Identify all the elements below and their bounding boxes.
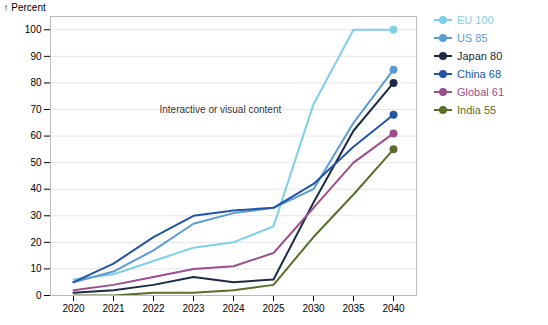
svg-text:2022: 2022 (142, 303, 165, 314)
svg-text:2040: 2040 (382, 303, 405, 314)
svg-text:2030: 2030 (302, 303, 325, 314)
svg-text:Interactive or visual content: Interactive or visual content (160, 104, 282, 115)
html-text:India 55: India 55 (457, 104, 497, 116)
svg-text:100: 100 (25, 24, 42, 35)
svg-text:30: 30 (30, 210, 42, 221)
svg-text:80: 80 (30, 77, 42, 88)
svg-text:2035: 2035 (342, 303, 365, 314)
svg-text:2020: 2020 (62, 303, 85, 314)
svg-text:↑ Percent: ↑ Percent (4, 2, 46, 13)
html-text:Global 61: Global 61 (457, 86, 505, 98)
svg-text:70: 70 (30, 104, 42, 115)
html-text:US 85: US 85 (457, 32, 488, 44)
html-text:Japan 80: Japan 80 (457, 50, 503, 62)
svg-text:2023: 2023 (182, 303, 205, 314)
svg-text:20: 20 (30, 237, 42, 248)
svg-text:50: 50 (30, 157, 42, 168)
svg-text:0: 0 (36, 290, 42, 301)
svg-text:40: 40 (30, 183, 42, 194)
html-text:China 68: China 68 (457, 68, 501, 80)
svg-text:60: 60 (30, 130, 42, 141)
html-text:EU 100: EU 100 (457, 14, 494, 26)
svg-text:2025: 2025 (262, 303, 285, 314)
svg-text:2021: 2021 (102, 303, 125, 314)
svg-text:2024: 2024 (222, 303, 245, 314)
svg-text:10: 10 (30, 263, 42, 274)
svg-text:90: 90 (30, 51, 42, 62)
